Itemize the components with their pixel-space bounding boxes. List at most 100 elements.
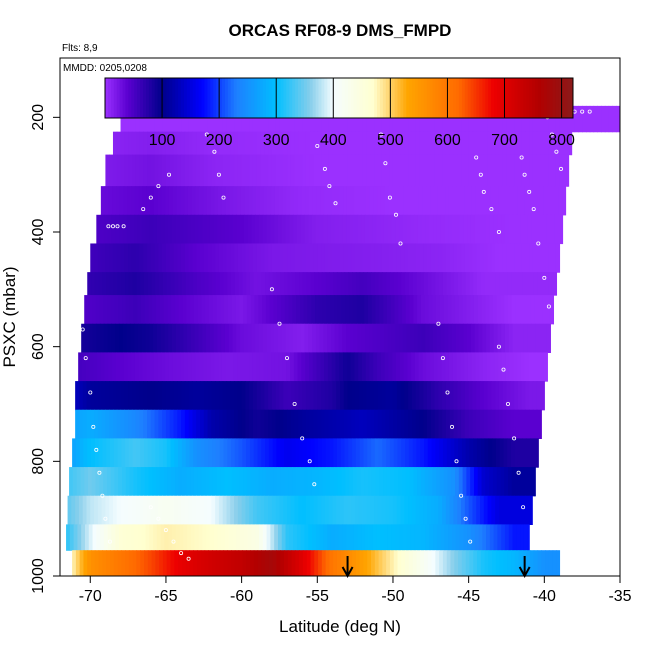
heat-cell [475, 352, 480, 382]
heat-cell [292, 467, 297, 497]
heat-cell [415, 131, 421, 156]
heat-cell [162, 550, 168, 576]
colorbar-cell [511, 78, 515, 118]
heat-cell [215, 243, 220, 273]
heat-cell [90, 243, 95, 273]
heat-cell [265, 295, 271, 325]
heat-cell [411, 186, 416, 216]
colorbar-cell [561, 78, 565, 118]
heat-cell [305, 243, 311, 273]
heat-cell [186, 467, 191, 497]
heat-cell [388, 186, 393, 216]
heat-cell [543, 186, 548, 216]
heat-cell [178, 467, 184, 497]
x-tick-label: -40 [533, 588, 556, 605]
track-point [141, 207, 146, 212]
heat-cell [187, 214, 192, 245]
heat-cell [279, 495, 284, 525]
heat-cell [385, 381, 390, 411]
heat-cell [117, 272, 122, 296]
heat-cell [183, 524, 188, 551]
heat-cell [141, 524, 147, 551]
colorbar-cell [107, 78, 112, 118]
heat-cell [449, 495, 455, 525]
heat-cell [147, 495, 152, 525]
heat-cell [503, 550, 508, 576]
heat-cell [181, 409, 186, 439]
track-point [292, 401, 297, 406]
colorbar-cell [479, 78, 483, 118]
heat-cell [372, 524, 377, 551]
heat-cell [290, 352, 295, 382]
heat-cell [399, 214, 404, 245]
heat-cell [284, 550, 289, 576]
heat-cell [196, 550, 202, 576]
heat-cell [449, 409, 455, 439]
heat-cell [203, 186, 208, 216]
heat-cell [532, 131, 538, 156]
heat-cell [275, 243, 281, 273]
heat-cell [77, 524, 82, 551]
heat-cell [295, 272, 300, 296]
heat-cell [90, 495, 95, 525]
heat-cell [324, 381, 330, 411]
heat-cell [305, 154, 311, 187]
heat-cell [473, 438, 478, 468]
heat-cell [302, 438, 308, 468]
heat-cell [147, 243, 152, 273]
heat-cell [453, 495, 458, 525]
colorbar-cell [189, 78, 194, 118]
heat-cell [128, 438, 134, 468]
heat-cell [103, 214, 109, 245]
heat-cell [511, 295, 517, 325]
heat-cell [102, 438, 107, 468]
heat-cell [328, 495, 334, 525]
heat-cell [439, 467, 445, 497]
plot-frame [59, 57, 621, 577]
heat-cell [423, 409, 428, 439]
heat-cell [128, 154, 133, 187]
heat-cell [406, 323, 411, 353]
track-point [516, 470, 521, 475]
heat-cell [483, 409, 489, 439]
heat-cell [252, 495, 258, 525]
heat-cell [454, 438, 459, 468]
heat-cell [327, 524, 332, 551]
heat-cell [119, 352, 125, 382]
heat-cell [349, 295, 354, 325]
heat-cell [368, 467, 373, 497]
heat-cell [445, 409, 451, 439]
colorbar-cell [447, 78, 451, 118]
heat-cell [355, 243, 360, 273]
colorbar-cell [499, 78, 504, 118]
heat-cell [234, 272, 240, 296]
heat-cell [124, 495, 129, 525]
heat-cell [355, 105, 360, 133]
heat-cell [476, 131, 481, 156]
band-0 [120, 105, 620, 133]
colorbar-cell [330, 78, 334, 118]
heat-cell [106, 438, 111, 468]
heat-cell [233, 352, 238, 382]
heat-cell [441, 186, 446, 216]
heat-cell [393, 550, 399, 576]
heat-cell [465, 550, 470, 576]
heat-cell [526, 467, 532, 497]
heat-cell [438, 495, 443, 525]
heat-cell [142, 352, 147, 382]
heat-cell [145, 524, 150, 551]
heat-cell [128, 131, 133, 156]
heat-cell [487, 409, 492, 439]
heat-cell [224, 295, 229, 325]
heat-cell [208, 438, 213, 468]
heat-cell [137, 467, 142, 497]
heat-cell [164, 323, 169, 353]
heat-cell [507, 438, 512, 468]
heat-cell [378, 438, 383, 468]
heat-cell [450, 438, 455, 468]
heat-cell [302, 272, 308, 296]
colorbar-cell [271, 78, 276, 118]
heat-cell [504, 524, 510, 551]
heat-cell [276, 272, 281, 296]
heat-cell [337, 467, 343, 497]
